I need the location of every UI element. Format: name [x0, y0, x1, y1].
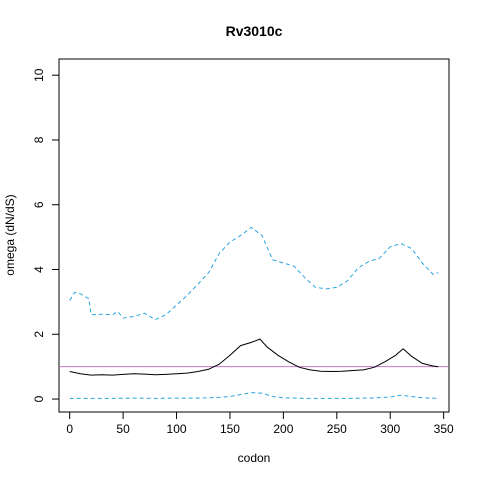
series-layer: [69, 226, 439, 399]
y-tick-label: 6: [32, 201, 46, 208]
y-tick-label: 8: [32, 136, 46, 143]
y-tick-label: 0: [32, 395, 46, 402]
x-tick-label: 200: [273, 422, 293, 436]
x-axis: 0 50 100 150 200 250 300 350: [66, 411, 454, 436]
mean-omega-line: [69, 338, 439, 376]
y-axis: 0 2 4 6 8 10: [32, 68, 60, 402]
x-tick-label: 0: [66, 422, 73, 436]
plot-frame: [58, 58, 450, 413]
x-tick-label: 50: [116, 422, 130, 436]
upper-bound-line: [69, 226, 439, 321]
x-tick-label: 100: [167, 422, 187, 436]
x-tick-label: 150: [220, 422, 240, 436]
x-axis-label: codon: [238, 451, 271, 465]
x-tick-label: 300: [380, 422, 400, 436]
lower-bound-line: [69, 392, 439, 399]
y-tick-label: 2: [32, 331, 46, 338]
chart-title: Rv3010c: [226, 23, 283, 39]
y-tick-label: 4: [32, 266, 46, 273]
x-tick-label: 250: [327, 422, 347, 436]
x-tick-label: 350: [434, 422, 454, 436]
y-tick-label: 10: [32, 68, 46, 82]
y-axis-label: omega (dN/dS): [3, 194, 17, 275]
